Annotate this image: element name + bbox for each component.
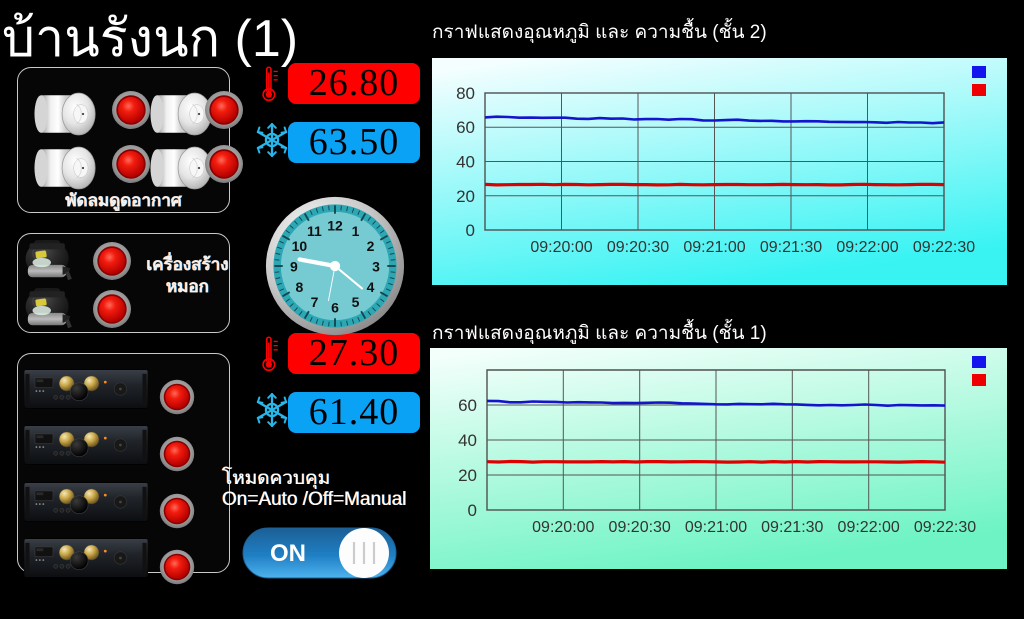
svg-text:09:21:00: 09:21:00: [683, 239, 745, 256]
svg-text:20: 20: [458, 466, 477, 485]
svg-text:09:20:30: 09:20:30: [607, 239, 669, 256]
svg-text:40: 40: [456, 153, 475, 172]
svg-text:09:21:30: 09:21:30: [760, 239, 822, 256]
svg-text:09:22:00: 09:22:00: [838, 519, 900, 536]
svg-text:60: 60: [456, 118, 475, 137]
svg-text:09:21:00: 09:21:00: [685, 519, 747, 536]
svg-text:09:22:30: 09:22:30: [914, 519, 976, 536]
svg-text:09:20:30: 09:20:30: [609, 519, 671, 536]
svg-text:0: 0: [466, 221, 475, 240]
svg-text:09:20:00: 09:20:00: [530, 239, 592, 256]
svg-text:80: 80: [456, 84, 475, 103]
svg-text:09:22:00: 09:22:00: [836, 239, 898, 256]
svg-text:09:20:00: 09:20:00: [532, 519, 594, 536]
svg-text:09:22:30: 09:22:30: [913, 239, 975, 256]
svg-text:40: 40: [458, 431, 477, 450]
svg-text:0: 0: [468, 501, 477, 520]
svg-text:20: 20: [456, 187, 475, 206]
svg-text:ON: ON: [270, 540, 306, 567]
svg-text:09:21:30: 09:21:30: [761, 519, 823, 536]
svg-text:60: 60: [458, 396, 477, 415]
